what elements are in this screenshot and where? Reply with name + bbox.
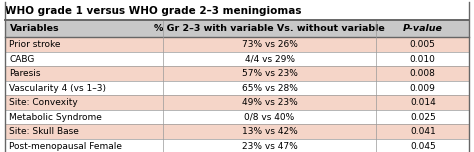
Text: 0.041: 0.041 (410, 127, 436, 136)
Bar (5, 52, 469, 66)
Text: 0.009: 0.009 (410, 84, 436, 93)
Bar (5, 66, 469, 81)
Bar (5, 95, 469, 110)
Text: WHO grade 1 versus WHO grade 2–3 meningiomas: WHO grade 1 versus WHO grade 2–3 meningi… (5, 6, 301, 16)
Bar (5, 81, 469, 95)
Text: 0.005: 0.005 (410, 40, 436, 49)
Text: 57% vs 23%: 57% vs 23% (242, 69, 298, 78)
Bar (5, 110, 469, 124)
Text: Post-menopausal Female: Post-menopausal Female (9, 142, 122, 151)
Text: 0.010: 0.010 (410, 55, 436, 64)
Bar (5, 37, 469, 52)
Text: 0.008: 0.008 (410, 69, 436, 78)
Text: Metabolic Syndrome: Metabolic Syndrome (9, 113, 102, 122)
Text: Vascularity 4 (vs 1–3): Vascularity 4 (vs 1–3) (9, 84, 107, 93)
Text: 0/8 vs 40%: 0/8 vs 40% (245, 113, 295, 122)
Text: Prior stroke: Prior stroke (9, 40, 61, 49)
Bar (5, 124, 469, 139)
Text: 0.014: 0.014 (410, 98, 436, 107)
Text: 73% vs 26%: 73% vs 26% (242, 40, 298, 49)
Text: 23% vs 47%: 23% vs 47% (242, 142, 297, 151)
Text: 65% vs 28%: 65% vs 28% (242, 84, 298, 93)
Text: Variables: Variables (9, 24, 59, 33)
Text: 13% vs 42%: 13% vs 42% (242, 127, 297, 136)
Text: % Gr 2–3 with variable Vs. without variable: % Gr 2–3 with variable Vs. without varia… (154, 24, 385, 33)
Text: 0.045: 0.045 (410, 142, 436, 151)
Text: Paresis: Paresis (9, 69, 41, 78)
Text: 0.025: 0.025 (410, 113, 436, 122)
Text: 49% vs 23%: 49% vs 23% (242, 98, 297, 107)
Text: CABG: CABG (9, 55, 35, 64)
Bar (5, 20, 469, 37)
Text: P-value: P-value (403, 24, 443, 33)
Text: 4/4 vs 29%: 4/4 vs 29% (245, 55, 294, 64)
Bar (5, 139, 469, 152)
Text: Site: Convexity: Site: Convexity (9, 98, 78, 107)
Text: Site: Skull Base: Site: Skull Base (9, 127, 79, 136)
